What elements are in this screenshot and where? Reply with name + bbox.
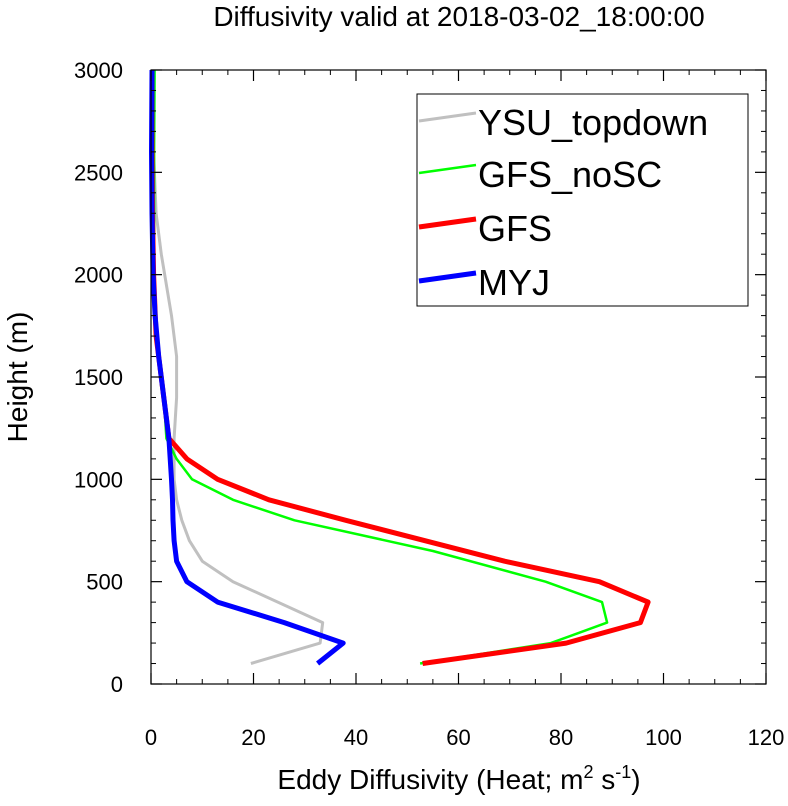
y-axis-label: Height (m) [2, 312, 33, 443]
legend-label-gfs: GFS [478, 208, 552, 249]
x-axis-label-sup2: -1 [615, 762, 631, 782]
legend-swatch-gfs [418, 216, 477, 230]
legend-label-myj: MYJ [478, 262, 550, 303]
x-axis-label-main: Eddy Diffusivity (Heat; m [277, 764, 583, 795]
legend-label-ysu-topdown: YSU_topdown [478, 102, 708, 143]
x-tick-label: 20 [241, 725, 265, 750]
axis-ticks: 0 20 40 60 80 100 120 0 500 1000 1500 2000 2500 3000 [74, 58, 784, 750]
legend-swatch-ysu-topdown [418, 111, 477, 123]
x-tick-label: 60 [446, 725, 470, 750]
y-tick-label: 1000 [74, 467, 123, 492]
legend-label-gfs-nosc: GFS_noSC [478, 154, 662, 195]
x-tick-label: 100 [645, 725, 682, 750]
chart-title: Diffusivity valid at 2018-03-02_18:00:00 [213, 1, 704, 32]
y-tick-label: 500 [86, 570, 123, 595]
legend-swatch-myj [418, 270, 477, 284]
x-axis-label-mid: s [593, 764, 615, 795]
legend-box [416, 93, 749, 307]
x-tick-label: 80 [549, 725, 573, 750]
y-tick-label: 2500 [74, 160, 123, 185]
series-line-myj [149, 69, 346, 666]
y-tick-label: 0 [111, 672, 123, 697]
y-tick-label: 2000 [74, 263, 123, 288]
x-axis-label-sup1: 2 [583, 762, 593, 782]
y-tick-label: 3000 [74, 58, 123, 83]
x-tick-label: 0 [145, 725, 157, 750]
y-tick-label: 1500 [74, 365, 123, 390]
x-axis-label: Eddy Diffusivity (Heat; m2 s-1) [277, 762, 640, 795]
x-axis-label-end: ) [631, 764, 640, 795]
x-tick-label: 40 [344, 725, 368, 750]
series-line-ysu-topdown [151, 69, 325, 665]
x-tick-label: 120 [748, 725, 785, 750]
legend-swatch-gfs-nosc [418, 163, 477, 175]
legend: YSU_topdown GFS_noSC GFS MYJ [416, 93, 749, 307]
